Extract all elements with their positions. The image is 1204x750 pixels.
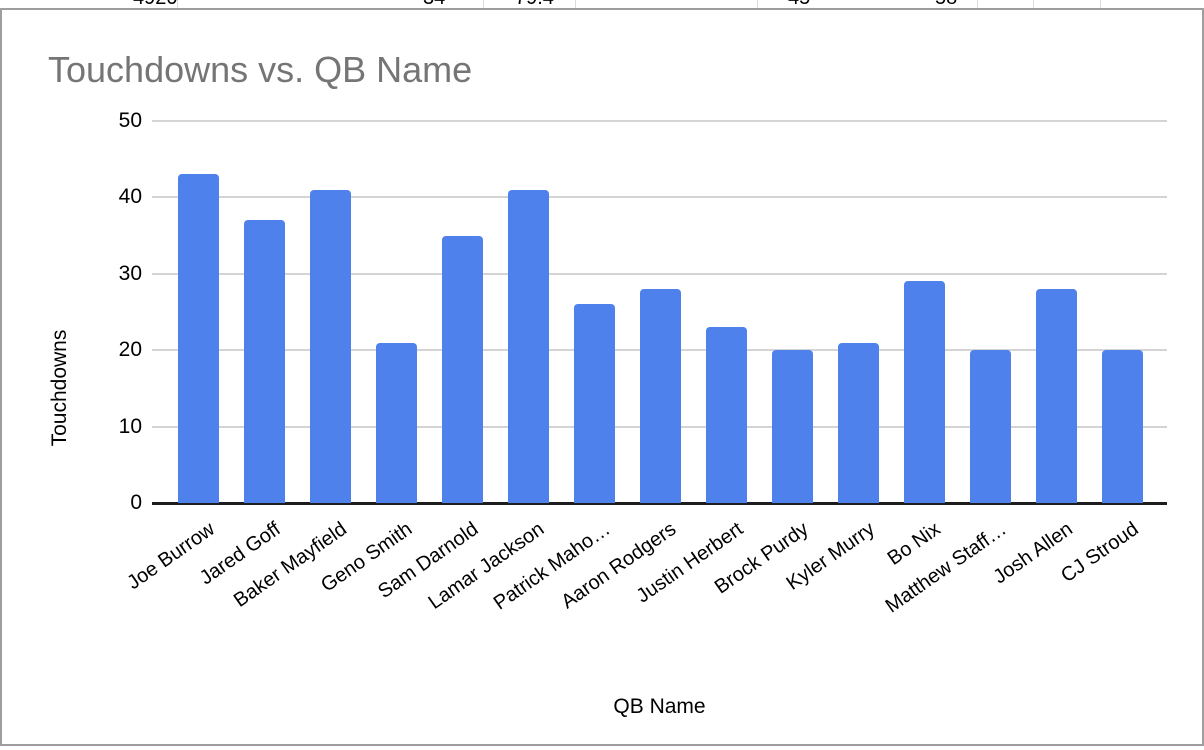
partial-cell-value: 58 <box>935 0 957 8</box>
cell-border <box>483 0 484 8</box>
x-tick-label: Baker Mayfield <box>229 518 351 612</box>
y-tick-label-50: 50 <box>118 109 142 132</box>
gridline-40 <box>152 196 1167 199</box>
y-tick-label-20: 20 <box>118 338 142 362</box>
cell-border <box>177 0 178 8</box>
bar-joe-burrow[interactable] <box>177 174 219 503</box>
y-tick-label-10: 10 <box>118 414 142 438</box>
cell-border <box>757 0 758 8</box>
x-tick-label: Patrick Maho… <box>490 518 615 615</box>
bar-bo-nix[interactable] <box>903 281 945 503</box>
partial-cell-value: 79.4 <box>515 0 554 8</box>
spreadsheet-background-strip: 4920 34 79.4 45 58 <box>0 0 1204 8</box>
gridline-30 <box>152 272 1167 275</box>
cell-border <box>977 0 978 8</box>
bar-baker-mayfield[interactable] <box>309 189 351 503</box>
chart-card[interactable]: Touchdowns vs. QB Name 0 10 20 30 40 50 Joe Bu… <box>0 8 1204 746</box>
bar-cj-stroud[interactable] <box>1101 350 1143 503</box>
cell-border <box>575 0 576 8</box>
cell-border <box>1100 0 1101 8</box>
y-tick-label-30: 30 <box>118 261 142 285</box>
chart-title: Touchdowns vs. QB Name <box>48 49 473 90</box>
cell-border <box>1033 0 1034 8</box>
bar-josh-allen[interactable] <box>1035 289 1077 503</box>
bar-sam-darnold[interactable] <box>441 235 483 503</box>
bar-brock-purdy[interactable] <box>771 350 813 503</box>
partial-cell-value: 45 <box>788 0 810 8</box>
plot-area: 0 10 20 30 40 50 Joe Burrow Jared Goff Baker May… <box>2 10 1204 748</box>
bar-lamar-jackson[interactable] <box>507 189 549 503</box>
x-tick-label: Aaron Rodgers <box>557 518 681 614</box>
x-tick-label: Lamar Jackson <box>424 518 549 614</box>
bar-patrick-maho-[interactable] <box>573 304 615 503</box>
partial-cell-value: 34 <box>423 0 445 8</box>
partial-cell-value: 4920 <box>133 0 178 8</box>
x-axis-line <box>152 502 1167 505</box>
bar-geno-smith[interactable] <box>375 342 417 503</box>
bar-matthew-staff-[interactable] <box>969 350 1011 503</box>
x-axis-title: QB Name <box>613 695 706 718</box>
y-axis-title: Touchdowns <box>48 329 71 447</box>
y-tick-label-0: 0 <box>130 491 142 514</box>
bar-aaron-rodgers[interactable] <box>639 289 681 503</box>
bar-kyler-murry[interactable] <box>837 342 879 503</box>
bar-justin-herbert[interactable] <box>705 327 747 503</box>
gridline-50 <box>152 120 1167 122</box>
bar-jared-goff[interactable] <box>243 220 285 503</box>
y-tick-label-40: 40 <box>118 185 142 209</box>
